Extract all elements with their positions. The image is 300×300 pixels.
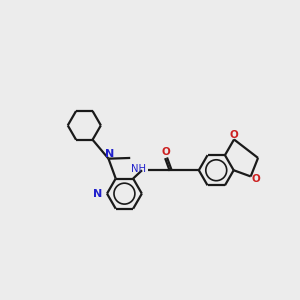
Text: NH: NH — [131, 164, 146, 174]
Text: O: O — [229, 130, 238, 140]
Text: O: O — [161, 147, 170, 157]
Text: N: N — [105, 148, 115, 158]
Text: O: O — [251, 174, 260, 184]
Text: N: N — [93, 189, 102, 199]
